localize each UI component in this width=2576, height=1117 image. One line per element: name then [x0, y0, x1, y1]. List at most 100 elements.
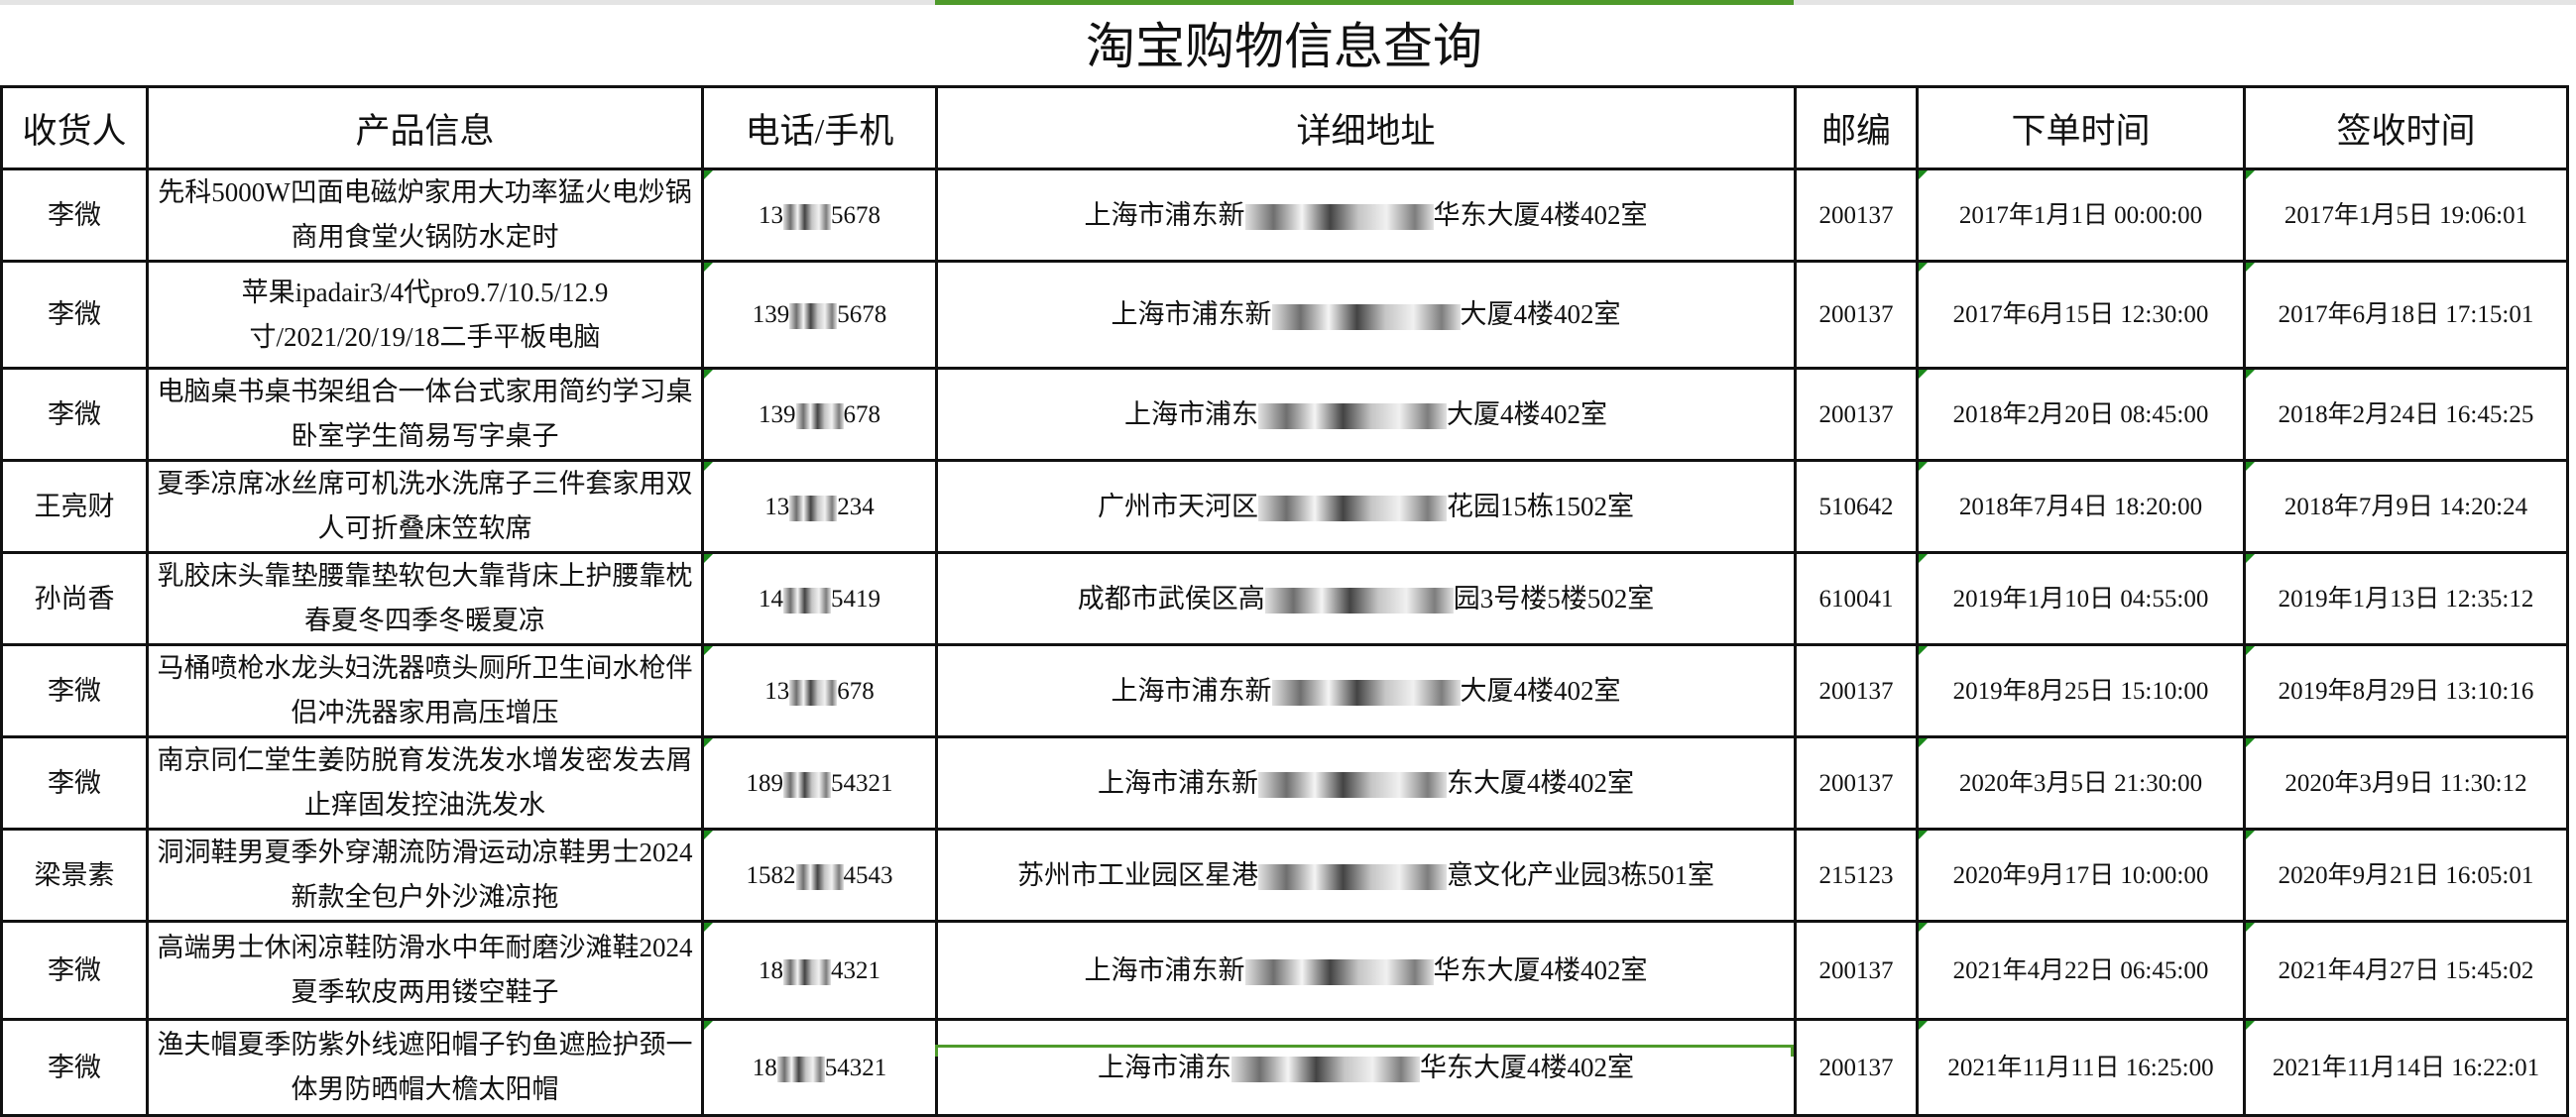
phone-suffix: 4321 — [831, 956, 880, 984]
cell-sign-time[interactable]: 2019年8月29日 13:10:16 — [2243, 643, 2569, 738]
cell-address[interactable]: 上海市浦东新 大厦4楼402室 — [935, 260, 1797, 370]
header-product[interactable]: 产品信息 — [146, 85, 704, 170]
cell-order-time[interactable]: 2021年4月22日 06:45:00 — [1916, 920, 2246, 1021]
cell-phone[interactable]: 18 4321 — [701, 920, 938, 1021]
cell-zip[interactable]: 610041 — [1794, 551, 1919, 646]
cell-product[interactable]: 乳胶床头靠垫腰靠垫软包大靠背床上护腰靠枕春夏冬四季冬暖夏凉 — [146, 551, 704, 646]
header-phone[interactable]: 电话/手机 — [701, 85, 938, 170]
cell-address[interactable]: 成都市武侯区高 园3号楼5楼502室 — [935, 551, 1797, 646]
table-row: 李微 电脑桌书桌书架组合一体台式家用简约学习桌卧室学生简易写字桌子 139 678 上海… — [0, 367, 2569, 462]
cell-order-time[interactable]: 2021年11月11日 16:25:00 — [1916, 1018, 2246, 1117]
cell-address[interactable]: 上海市浦东新 华东大厦4楼402室 — [935, 168, 1797, 263]
cell-address[interactable]: 上海市浦东 大厦4楼402室 — [935, 367, 1797, 462]
cell-recipient[interactable]: 李微 — [0, 367, 149, 462]
address-prefix: 上海市浦东新 — [1084, 954, 1245, 985]
cell-zip[interactable]: 200137 — [1794, 1018, 1919, 1117]
header-zip[interactable]: 邮编 — [1794, 85, 1919, 170]
redaction-blur — [795, 863, 844, 890]
cell-phone[interactable]: 18 54321 — [701, 1018, 938, 1117]
cell-sign-time[interactable]: 2018年7月9日 14:20:24 — [2243, 459, 2569, 554]
cell-address[interactable]: 上海市浦东新 东大厦4楼402室 — [935, 735, 1797, 831]
cell-zip[interactable]: 200137 — [1794, 643, 1919, 738]
cell-order-time[interactable]: 2019年1月10日 04:55:00 — [1916, 551, 2246, 646]
cell-zip[interactable]: 200137 — [1794, 920, 1919, 1021]
cell-phone[interactable]: 13 234 — [701, 459, 938, 554]
table-row: 李微 先科5000W凹面电磁炉家用大功率猛火电炒锅商用食堂火锅防水定时 13 5678… — [0, 168, 2569, 263]
cell-order-time[interactable]: 2020年3月5日 21:30:00 — [1916, 735, 2246, 831]
phone-prefix: 139 — [752, 301, 790, 328]
cell-recipient[interactable]: 李微 — [0, 168, 149, 263]
cell-sign-time[interactable]: 2020年9月21日 16:05:01 — [2243, 828, 2569, 923]
phone-suffix: 5678 — [831, 201, 880, 229]
cell-address[interactable]: 苏州市工业园区星港 意文化产业园3栋501室 — [935, 828, 1797, 923]
cell-product[interactable]: 高端男士休闲凉鞋防滑水中年耐磨沙滩鞋2024夏季软皮两用镂空鞋子 — [146, 920, 704, 1021]
cell-address[interactable]: 广州市天河区 花园15栋1502室 — [935, 459, 1797, 554]
redaction-blur — [1231, 1057, 1420, 1083]
cell-order-time[interactable]: 2017年6月15日 12:30:00 — [1916, 260, 2246, 370]
cell-product[interactable]: 苹果ipadair3/4代pro9.7/10.5/12.9寸/2021/20/1… — [146, 260, 704, 370]
cell-phone[interactable]: 139 5678 — [701, 260, 938, 370]
address-prefix: 上海市浦东新 — [1098, 767, 1258, 798]
cell-recipient[interactable]: 李微 — [0, 1018, 149, 1117]
cell-sign-time[interactable]: 2021年4月27日 15:45:02 — [2243, 920, 2569, 1021]
cell-phone[interactable]: 189 54321 — [701, 735, 938, 831]
cell-address[interactable]: 上海市浦东新 大厦4楼402室 — [935, 643, 1797, 738]
cell-product[interactable]: 先科5000W凹面电磁炉家用大功率猛火电炒锅商用食堂火锅防水定时 — [146, 168, 704, 263]
cell-sign-time[interactable]: 2017年1月5日 19:06:01 — [2243, 168, 2569, 263]
cell-sign-time[interactable]: 2020年3月9日 11:30:12 — [2243, 735, 2569, 831]
cell-product[interactable]: 渔夫帽夏季防紫外线遮阳帽子钓鱼遮脸护颈一体男防晒帽大檐太阳帽 — [146, 1018, 704, 1117]
selected-cell-outline — [935, 1045, 1794, 1057]
address-prefix: 上海市浦东新 — [1111, 675, 1272, 706]
cell-phone[interactable]: 14 5419 — [701, 551, 938, 646]
address-suffix: 华东大厦4楼402室 — [1433, 954, 1648, 985]
cell-sign-time[interactable]: 2021年11月14日 16:22:01 — [2243, 1018, 2569, 1117]
header-recipient[interactable]: 收货人 — [0, 85, 149, 170]
cell-product[interactable]: 洞洞鞋男夏季外穿潮流防滑运动凉鞋男士2024新款全包户外沙滩凉拖 — [146, 828, 704, 923]
cell-address[interactable]: 上海市浦东新 华东大厦4楼402室 — [935, 920, 1797, 1021]
cell-zip[interactable]: 200137 — [1794, 735, 1919, 831]
cell-product[interactable]: 夏季凉席冰丝席可机洗水洗席子三件套家用双人可折叠床笠软席 — [146, 459, 704, 554]
cell-order-time[interactable]: 2019年8月25日 15:10:00 — [1916, 643, 2246, 738]
cell-recipient[interactable]: 梁景素 — [0, 828, 149, 923]
cell-zip[interactable]: 200137 — [1794, 168, 1919, 263]
header-order-time[interactable]: 下单时间 — [1916, 85, 2246, 170]
redaction-blur — [1271, 303, 1461, 330]
cell-phone[interactable]: 13 5678 — [701, 168, 938, 263]
cell-address[interactable]: 上海市浦东 华东大厦4楼402室 — [935, 1018, 1797, 1117]
cell-phone[interactable]: 13 678 — [701, 643, 938, 738]
cell-recipient[interactable]: 李微 — [0, 735, 149, 831]
cell-product[interactable]: 电脑桌书桌书架组合一体台式家用简约学习桌卧室学生简易写字桌子 — [146, 367, 704, 462]
cell-zip[interactable]: 510642 — [1794, 459, 1919, 554]
cell-order-time[interactable]: 2017年1月1日 00:00:00 — [1916, 168, 2246, 263]
cell-sign-time[interactable]: 2017年6月18日 17:15:01 — [2243, 260, 2569, 370]
cell-recipient[interactable]: 李微 — [0, 260, 149, 370]
address-prefix: 上海市浦东新 — [1084, 199, 1245, 230]
cell-recipient[interactable]: 王亮财 — [0, 459, 149, 554]
cell-sign-time[interactable]: 2018年2月24日 16:45:25 — [2243, 367, 2569, 462]
redaction-blur — [1258, 864, 1447, 891]
cell-zip[interactable]: 200137 — [1794, 260, 1919, 370]
address-suffix: 花园15栋1502室 — [1447, 491, 1634, 521]
cell-recipient[interactable]: 李微 — [0, 920, 149, 1021]
cell-zip[interactable]: 200137 — [1794, 367, 1919, 462]
cell-product[interactable]: 南京同仁堂生姜防脱育发洗发水增发密发去屑止痒固发控油洗发水 — [146, 735, 704, 831]
cell-recipient[interactable]: 孙尚香 — [0, 551, 149, 646]
redaction-blur — [1244, 204, 1434, 231]
cell-phone[interactable]: 1582 4543 — [701, 828, 938, 923]
cell-zip[interactable]: 215123 — [1794, 828, 1919, 923]
cell-sign-time[interactable]: 2019年1月13日 12:35:12 — [2243, 551, 2569, 646]
table-row: 李微 马桶喷枪水龙头妇洗器喷头厕所卫生间水枪伴侣冲洗器家用高压增压 13 678 上海市… — [0, 643, 2569, 738]
header-address[interactable]: 详细地址 — [935, 85, 1797, 170]
header-sign-time[interactable]: 签收时间 — [2243, 85, 2569, 170]
cell-phone[interactable]: 139 678 — [701, 367, 938, 462]
redaction-blur — [1258, 772, 1447, 799]
cell-product[interactable]: 马桶喷枪水龙头妇洗器喷头厕所卫生间水枪伴侣冲洗器家用高压增压 — [146, 643, 704, 738]
cell-recipient[interactable]: 李微 — [0, 643, 149, 738]
phone-suffix: 54321 — [824, 1054, 887, 1081]
address-suffix: 大厦4楼402室 — [1460, 299, 1621, 329]
table-header-row: 收货人 产品信息 电话/手机 详细地址 邮编 下单时间 签收时间 — [0, 85, 2569, 170]
cell-order-time[interactable]: 2018年2月20日 08:45:00 — [1916, 367, 2246, 462]
column-header-strip — [0, 0, 2576, 5]
cell-order-time[interactable]: 2018年7月4日 18:20:00 — [1916, 459, 2246, 554]
cell-order-time[interactable]: 2020年9月17日 10:00:00 — [1916, 828, 2246, 923]
